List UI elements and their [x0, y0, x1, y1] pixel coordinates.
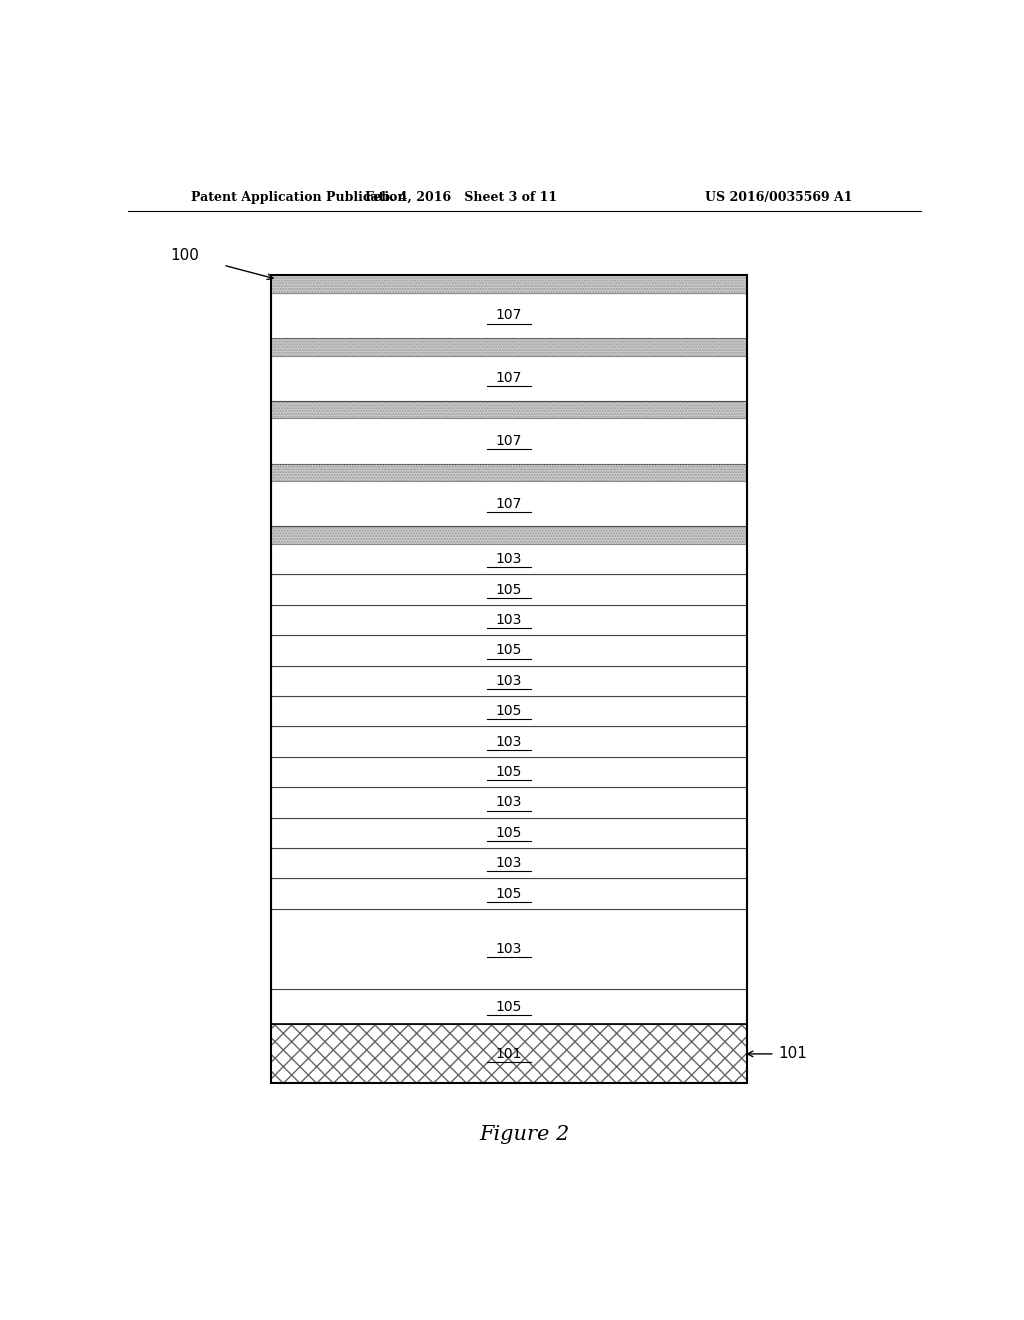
Bar: [270, 276, 748, 1084]
Text: Patent Application Publication: Patent Application Publication: [191, 190, 407, 203]
Bar: [270, 574, 748, 605]
Text: 103: 103: [496, 673, 522, 688]
Bar: [270, 1024, 748, 1084]
Bar: [270, 418, 748, 463]
Text: US 2016/0035569 A1: US 2016/0035569 A1: [705, 190, 853, 203]
Text: 103: 103: [496, 734, 522, 748]
Text: 103: 103: [496, 942, 522, 956]
Text: 103: 103: [496, 612, 522, 627]
Text: 105: 105: [496, 704, 522, 718]
Bar: [270, 293, 748, 338]
Text: 105: 105: [496, 643, 522, 657]
Text: 105: 105: [496, 766, 522, 779]
Text: 103: 103: [496, 857, 522, 870]
Bar: [270, 787, 748, 817]
Text: 103: 103: [496, 552, 522, 566]
Text: 107: 107: [496, 434, 522, 447]
Bar: [270, 989, 748, 1024]
Bar: [270, 544, 748, 574]
Bar: [270, 401, 748, 418]
Text: 101: 101: [496, 1047, 522, 1061]
Bar: [270, 482, 748, 527]
Bar: [270, 878, 748, 908]
Text: 107: 107: [496, 309, 522, 322]
Bar: [270, 605, 748, 635]
Bar: [270, 338, 748, 355]
Bar: [270, 756, 748, 787]
Bar: [270, 1024, 748, 1084]
Text: 100: 100: [171, 248, 200, 263]
Text: 105: 105: [496, 887, 522, 900]
Bar: [270, 665, 748, 696]
Text: 107: 107: [496, 371, 522, 385]
Text: 101: 101: [779, 1047, 808, 1061]
Text: 105: 105: [496, 999, 522, 1014]
Text: Feb. 4, 2016   Sheet 3 of 11: Feb. 4, 2016 Sheet 3 of 11: [366, 190, 557, 203]
Bar: [270, 908, 748, 989]
Bar: [270, 355, 748, 401]
Bar: [270, 696, 748, 726]
Text: 107: 107: [496, 496, 522, 511]
Bar: [270, 847, 748, 878]
Text: 103: 103: [496, 796, 522, 809]
Text: Figure 2: Figure 2: [479, 1125, 570, 1143]
Bar: [270, 726, 748, 756]
Bar: [270, 276, 748, 293]
Bar: [270, 463, 748, 482]
Bar: [270, 635, 748, 665]
Bar: [270, 527, 748, 544]
Bar: [270, 817, 748, 847]
Text: 105: 105: [496, 826, 522, 840]
Bar: [270, 338, 748, 355]
Bar: [270, 1024, 748, 1084]
Bar: [270, 463, 748, 482]
Bar: [270, 276, 748, 293]
Bar: [270, 527, 748, 544]
Text: 105: 105: [496, 582, 522, 597]
Bar: [270, 401, 748, 418]
